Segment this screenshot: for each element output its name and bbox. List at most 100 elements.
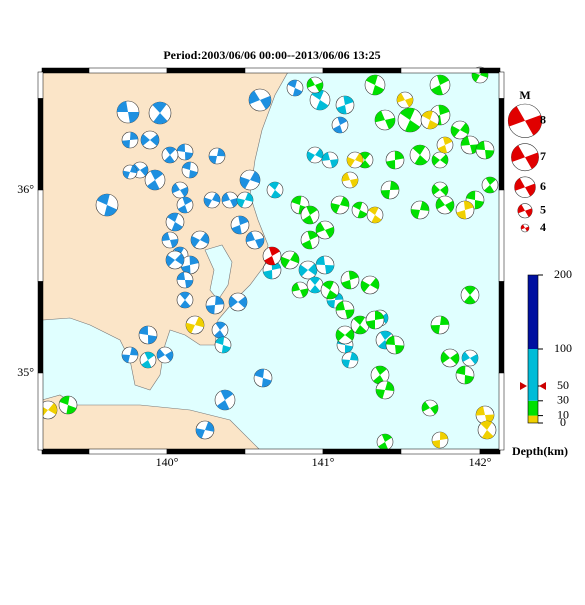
depth-tick-label: 200: [554, 267, 572, 281]
beachball-quadrant: [316, 256, 334, 274]
beachball-quadrant: [268, 182, 282, 198]
beachball-quadrant: [508, 106, 542, 136]
beachball-quadrant: [484, 177, 496, 193]
frame-segment: [244, 448, 324, 455]
beachball-quadrant: [421, 401, 438, 415]
beachball-quadrant: [96, 194, 118, 217]
frame-segment: [400, 67, 481, 74]
beachball-quadrant: [431, 316, 449, 334]
beachball-quadrant: [476, 141, 494, 159]
frame-segment: [41, 67, 90, 74]
beachball-quadrant: [431, 75, 449, 95]
lon-label: 142°: [469, 455, 492, 469]
beachball-quadrant: [511, 145, 539, 170]
beachball-quadrant: [141, 352, 155, 368]
beachball-quadrant: [376, 381, 394, 399]
frame-segment: [37, 189, 44, 282]
magnitude-title: M: [519, 88, 530, 102]
magnitude-symbol: [507, 103, 543, 138]
beachball-quadrant: [231, 216, 249, 234]
beachball-quadrant: [139, 326, 157, 344]
tokyo-bay: [204, 244, 233, 301]
beachball-quadrant: [195, 421, 214, 439]
beachball-quadrant: [146, 170, 164, 190]
beachball-quadrant: [352, 202, 368, 218]
beachball-quadrant: [342, 352, 358, 368]
beachball-quadrant: [431, 154, 448, 166]
beachball-quadrant: [359, 152, 371, 168]
frame-segment: [498, 189, 505, 282]
frame-segment: [498, 71, 505, 99]
beachball-quadrant: [122, 132, 138, 148]
frame-segment: [37, 98, 44, 191]
magnitude-label: 4: [540, 220, 546, 234]
beachball-quadrant: [432, 432, 448, 448]
frame-segment: [166, 448, 246, 455]
beachball-quadrant: [368, 206, 382, 223]
frame-segment: [400, 448, 481, 455]
beachball-quadrant: [441, 351, 459, 365]
beachball-quadrant: [181, 255, 199, 274]
beachball-quadrant: [249, 90, 272, 110]
beachball-quadrant: [412, 145, 428, 165]
beachball-quadrant: [341, 270, 359, 289]
magnitude-symbol: [520, 223, 530, 233]
magnitude-symbol: [517, 203, 533, 219]
beachball-quadrant: [327, 292, 343, 308]
events: [38, 66, 499, 451]
beachball-quadrant: [432, 184, 448, 196]
beachball-quadrant: [157, 348, 173, 362]
land: [41, 71, 289, 391]
depth-marker: [520, 382, 527, 390]
magnitude-symbol: [514, 176, 536, 198]
beachball-quadrant: [240, 171, 261, 189]
beachball-quadrant: [302, 206, 318, 225]
beachball-quadrant: [204, 192, 221, 208]
beachball-quadrant: [179, 292, 191, 308]
beachball-quadrant: [422, 111, 438, 129]
beachball-quadrant: [411, 201, 429, 219]
beachball-quadrant: [141, 134, 159, 146]
frame-segment: [479, 67, 501, 74]
beachball-quadrant: [341, 172, 359, 188]
beachball-quadrant: [59, 396, 77, 414]
beachball-quadrant: [366, 311, 384, 329]
beachball-quadrant: [480, 420, 494, 439]
beachball-quadrant: [336, 328, 354, 342]
beachball-quadrant: [307, 78, 324, 92]
beachball-quadrant: [123, 165, 138, 179]
magnitude-legend: 8 7 6 5 4: [507, 103, 546, 234]
beachball-quadrant: [464, 286, 476, 304]
beachball-quadrant: [177, 272, 193, 288]
beachball-quadrant: [122, 347, 138, 363]
beachball-quadrant: [336, 96, 354, 114]
frame-segment: [479, 448, 501, 455]
beachball-quadrant: [254, 369, 272, 387]
beachball-quadrant: [182, 162, 198, 178]
beachball-quadrant: [117, 101, 139, 123]
depth-band: [528, 275, 538, 349]
beachball-quadrant: [335, 301, 354, 319]
beachball-quadrant: [456, 200, 474, 219]
frame-segment: [37, 281, 44, 374]
beachball-quadrant: [381, 181, 399, 199]
beachball-quadrant: [332, 116, 348, 134]
beachball-quadrant: [521, 224, 529, 232]
beachball-quadrant: [456, 366, 474, 384]
beachball-quadrant: [436, 197, 454, 213]
beachball-quadrant: [462, 351, 478, 365]
frame-segment: [322, 67, 402, 74]
beachball-quadrant: [172, 183, 188, 197]
beachball-quadrant: [281, 252, 299, 268]
magnitude-label: 6: [540, 179, 546, 193]
depth-tick-label: 0: [560, 415, 566, 429]
frame-segment: [37, 71, 44, 99]
lon-label: 140°: [156, 455, 179, 469]
beachball-quadrant: [177, 144, 193, 160]
beachball-quadrant: [347, 153, 363, 167]
beachball-quadrant: [237, 192, 253, 208]
magnitude-symbol: [511, 143, 539, 172]
depth-tick-label: 30: [557, 393, 569, 407]
frame-segment: [498, 372, 505, 451]
